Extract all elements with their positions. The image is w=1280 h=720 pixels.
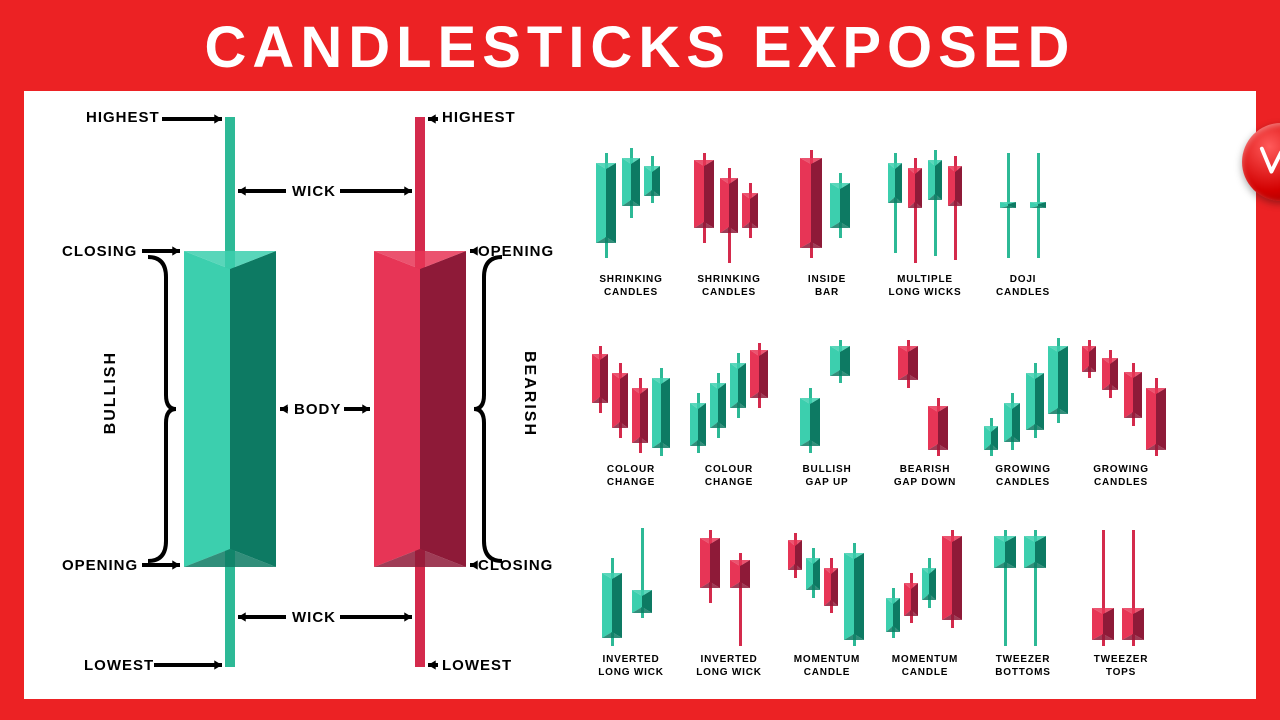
label-opening-bull: OPENING <box>62 557 138 574</box>
label-body: BODY <box>294 401 341 418</box>
pattern-cell: INSIDEBAR <box>782 119 872 299</box>
pattern-label: MOMENTUMCANDLE <box>794 654 860 679</box>
pattern-cell: MOMENTUMCANDLE <box>782 499 872 679</box>
pattern-cell: SHRINKINGCANDLES <box>586 119 676 299</box>
pattern-cell: SHRINKINGCANDLES <box>684 119 774 299</box>
label-wick-top: WICK <box>292 183 336 200</box>
pattern-cell: INVERTEDLONG WICK <box>684 499 774 679</box>
pattern-label: COLOURCHANGE <box>705 464 753 489</box>
pattern-label: INVERTEDLONG WICK <box>696 654 762 679</box>
page-title: CANDLESTICKS EXPOSED <box>0 0 1280 91</box>
label-bearish: BEARISH <box>520 351 538 437</box>
pattern-thumb <box>978 338 1068 458</box>
brand-logo-icon <box>1242 123 1280 201</box>
pattern-label: MOMENTUMCANDLE <box>892 654 958 679</box>
pattern-thumb <box>1076 338 1166 458</box>
pattern-cell: DOJICANDLES <box>978 119 1068 299</box>
pattern-label: GROWINGCANDLES <box>1093 464 1149 489</box>
pattern-label: SHRINKINGCANDLES <box>697 274 760 299</box>
pattern-cell: TWEEZERTOPS <box>1076 499 1166 679</box>
pattern-thumb <box>782 528 872 648</box>
pattern-thumb <box>880 338 970 458</box>
pattern-label: TWEEZERBOTTOMS <box>995 654 1050 679</box>
pattern-thumb <box>782 148 872 268</box>
label-wick-bottom: WICK <box>292 609 336 626</box>
pattern-thumb <box>978 148 1068 268</box>
pattern-label: INVERTEDLONG WICK <box>598 654 664 679</box>
pattern-label: COLOURCHANGE <box>607 464 655 489</box>
label-lowest-bear: LOWEST <box>442 657 512 674</box>
pattern-label: BEARISHGAP DOWN <box>894 464 956 489</box>
candle-anatomy-panel: HIGHEST HIGHEST WICK CLOSING OPENING BOD… <box>24 91 576 699</box>
pattern-cell: COLOURCHANGE <box>586 309 676 489</box>
label-closing-bear: CLOSING <box>478 557 553 574</box>
pattern-cell: MULTIPLELONG WICKS <box>880 119 970 299</box>
pattern-thumb <box>782 338 872 458</box>
pattern-thumb <box>880 528 970 648</box>
pattern-thumb <box>684 148 774 268</box>
label-highest-bear: HIGHEST <box>442 109 516 126</box>
pattern-cell: INVERTEDLONG WICK <box>586 499 676 679</box>
label-highest-bull: HIGHEST <box>86 109 160 126</box>
pattern-cell: BEARISHGAP DOWN <box>880 309 970 489</box>
pattern-thumb <box>978 528 1068 648</box>
main-canvas: HIGHEST HIGHEST WICK CLOSING OPENING BOD… <box>24 91 1256 699</box>
pattern-label: BULLISHGAP UP <box>803 464 852 489</box>
pattern-label: GROWINGCANDLES <box>995 464 1051 489</box>
pattern-label: INSIDEBAR <box>808 274 846 299</box>
pattern-cell: MOMENTUMCANDLE <box>880 499 970 679</box>
patterns-grid: SHRINKINGCANDLES SHRINKINGCANDLES INSIDEBA… <box>576 91 1256 699</box>
pattern-cell: BULLISHGAP UP <box>782 309 872 489</box>
pattern-thumb <box>586 528 676 648</box>
pattern-thumb <box>586 148 676 268</box>
pattern-label: TWEEZERTOPS <box>1094 654 1149 679</box>
label-opening-bear: OPENING <box>478 243 554 260</box>
label-lowest-bull: LOWEST <box>84 657 154 674</box>
pattern-thumb <box>586 338 676 458</box>
label-bullish: BULLISH <box>102 351 120 434</box>
pattern-label: MULTIPLELONG WICKS <box>889 274 962 299</box>
label-closing-bull: CLOSING <box>62 243 137 260</box>
pattern-cell: GROWINGCANDLES <box>1076 309 1166 489</box>
pattern-cell: TWEEZERBOTTOMS <box>978 499 1068 679</box>
pattern-thumb <box>684 528 774 648</box>
pattern-label: SHRINKINGCANDLES <box>599 274 662 299</box>
pattern-cell: GROWINGCANDLES <box>978 309 1068 489</box>
pattern-thumb <box>880 148 970 268</box>
pattern-thumb <box>684 338 774 458</box>
pattern-label: DOJICANDLES <box>996 274 1050 299</box>
pattern-thumb <box>1076 528 1166 648</box>
pattern-cell: COLOURCHANGE <box>684 309 774 489</box>
